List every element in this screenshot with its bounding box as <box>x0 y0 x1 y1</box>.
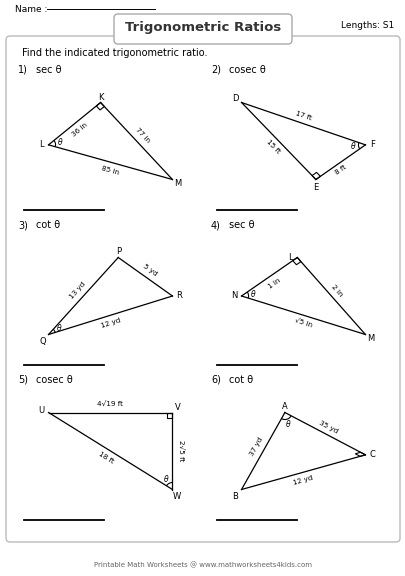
Text: sec θ: sec θ <box>228 220 254 230</box>
Text: C: C <box>369 450 375 459</box>
Text: θ: θ <box>285 419 290 429</box>
Text: Find the indicated trigonometric ratio.: Find the indicated trigonometric ratio. <box>22 48 207 58</box>
Text: 5): 5) <box>18 375 28 385</box>
Text: N: N <box>231 291 237 301</box>
Text: B: B <box>232 492 238 501</box>
Text: 77 in: 77 in <box>134 127 150 144</box>
Text: 12 yd: 12 yd <box>292 475 313 486</box>
Text: cot θ: cot θ <box>228 375 252 385</box>
FancyBboxPatch shape <box>114 14 291 44</box>
Text: 5 yd: 5 yd <box>141 263 158 277</box>
Text: 12 yd: 12 yd <box>100 317 121 329</box>
Text: 35 yd: 35 yd <box>318 419 339 434</box>
Text: cot θ: cot θ <box>36 220 60 230</box>
Text: D: D <box>232 94 238 103</box>
Text: Lengths: S1: Lengths: S1 <box>340 21 393 31</box>
Text: 2√5 ft: 2√5 ft <box>177 440 183 462</box>
Text: 1): 1) <box>18 65 28 75</box>
Text: 37 yd: 37 yd <box>248 437 263 457</box>
Text: θ: θ <box>250 290 255 299</box>
Text: 4√19 ft: 4√19 ft <box>97 401 123 408</box>
FancyBboxPatch shape <box>6 36 399 542</box>
Text: θ: θ <box>56 324 61 332</box>
Text: θ: θ <box>164 475 168 483</box>
Text: Name :: Name : <box>15 5 47 13</box>
Text: 17 ft: 17 ft <box>294 110 311 121</box>
Text: sec θ: sec θ <box>36 65 61 75</box>
Text: 15 ft: 15 ft <box>264 138 280 155</box>
Text: 6): 6) <box>211 375 220 385</box>
Text: K: K <box>98 93 103 102</box>
Text: V: V <box>174 403 180 412</box>
Text: 85 in: 85 in <box>101 165 120 176</box>
Text: L: L <box>287 253 292 262</box>
Text: Printable Math Worksheets @ www.mathworksheets4kids.com: Printable Math Worksheets @ www.mathwork… <box>94 562 311 568</box>
Text: cosec θ: cosec θ <box>36 375 72 385</box>
Text: 2): 2) <box>211 65 220 75</box>
Text: 13 yd: 13 yd <box>68 281 86 300</box>
Text: θ: θ <box>350 142 355 151</box>
Text: U: U <box>38 406 45 415</box>
Text: P: P <box>115 247 121 256</box>
Text: R: R <box>176 291 182 301</box>
Text: 3): 3) <box>18 220 28 230</box>
Text: 1 in: 1 in <box>266 277 281 290</box>
Text: L: L <box>39 141 44 149</box>
Text: 4): 4) <box>211 220 220 230</box>
Text: cosec θ: cosec θ <box>228 65 265 75</box>
Text: Trigonometric Ratios: Trigonometric Ratios <box>125 21 280 35</box>
Text: 36 in: 36 in <box>70 122 88 138</box>
Text: E: E <box>313 183 318 192</box>
Text: F: F <box>369 141 374 149</box>
Text: Q: Q <box>39 337 46 346</box>
Text: M: M <box>173 179 181 188</box>
Text: 2 in: 2 in <box>330 284 343 298</box>
Text: M: M <box>366 334 373 343</box>
Text: θ: θ <box>58 138 62 147</box>
Text: 8 ft: 8 ft <box>333 164 347 176</box>
Text: W: W <box>172 492 180 501</box>
Text: A: A <box>281 402 287 411</box>
Text: √5 in: √5 in <box>293 318 312 329</box>
Text: 18 ft: 18 ft <box>97 451 115 465</box>
